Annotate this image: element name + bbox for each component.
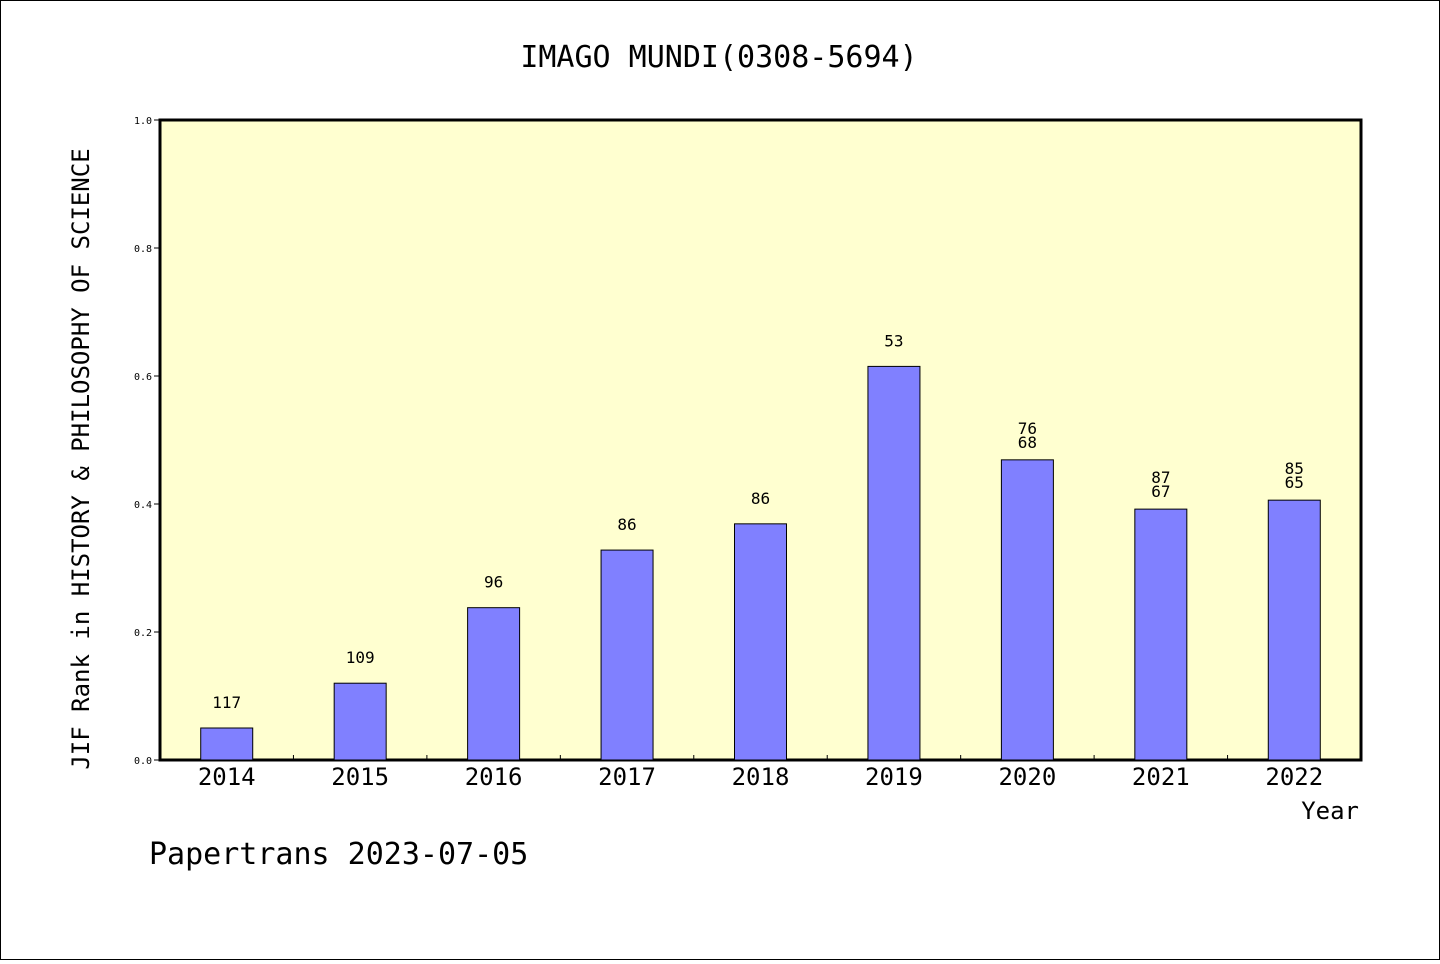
- x-tick-label: 2020: [998, 763, 1056, 791]
- bar-2015: [333, 682, 387, 761]
- y-tick-label: 0.6: [134, 372, 152, 383]
- bar-2016: [467, 607, 521, 761]
- bar-2018: [734, 523, 787, 761]
- x-tick-label: 2014: [198, 763, 256, 791]
- chart-title: IMAGO MUNDI(0308-5694): [520, 40, 917, 75]
- bar-2020: [1000, 459, 1054, 761]
- bar-series: [200, 365, 1321, 761]
- data-label-2016: 96: [484, 573, 503, 592]
- data-label-2018: 86: [751, 489, 770, 508]
- data-label-2021: 87: [1151, 468, 1170, 487]
- data-label-2020: 76: [1018, 419, 1037, 438]
- bar-2014: [200, 727, 254, 761]
- data-label-2021: 67: [1151, 482, 1170, 501]
- data-label-2014: 117: [212, 693, 241, 712]
- bar-2019: [867, 365, 921, 761]
- footer-text: Papertrans 2023-07-05: [149, 837, 528, 872]
- y-tick-label: 0.0: [134, 756, 152, 767]
- x-tick-label: 2018: [732, 763, 790, 791]
- x-tick-label: 2016: [465, 763, 523, 791]
- x-tick-label: 2019: [865, 763, 923, 791]
- data-label-2015: 109: [346, 648, 375, 667]
- x-tick-label: 2022: [1265, 763, 1323, 791]
- data-label-2022: 65: [1285, 473, 1304, 492]
- y-axis-label: JIF Rank in HISTORY & PHILOSOPHY OF SCIE…: [67, 148, 95, 769]
- x-tick-label: 2021: [1132, 763, 1190, 791]
- x-axis-label: Year: [1301, 797, 1359, 825]
- y-tick-label: 0.4: [134, 500, 152, 511]
- y-tick-label: 1.0: [134, 116, 152, 127]
- x-tick-label: 2017: [598, 763, 656, 791]
- x-axis: 2014 2015 2016 2017 2018 2019 2020 2021 2022: [198, 755, 1323, 791]
- data-label-2020: 68: [1018, 433, 1037, 452]
- y-tick-label: 0.2: [134, 628, 152, 639]
- y-axis: 0.0 0.2 0.4 0.6 0.8 1.0: [134, 116, 160, 767]
- bar-2017: [600, 549, 654, 761]
- x-tick-label: 2015: [331, 763, 389, 791]
- y-tick-label: 0.8: [134, 244, 152, 255]
- data-label-2017: 86: [617, 515, 636, 534]
- bar-2022: [1267, 499, 1321, 761]
- bar-2021: [1134, 508, 1188, 761]
- data-label-2022: 85: [1285, 459, 1304, 478]
- data-label-2019: 53: [884, 331, 903, 350]
